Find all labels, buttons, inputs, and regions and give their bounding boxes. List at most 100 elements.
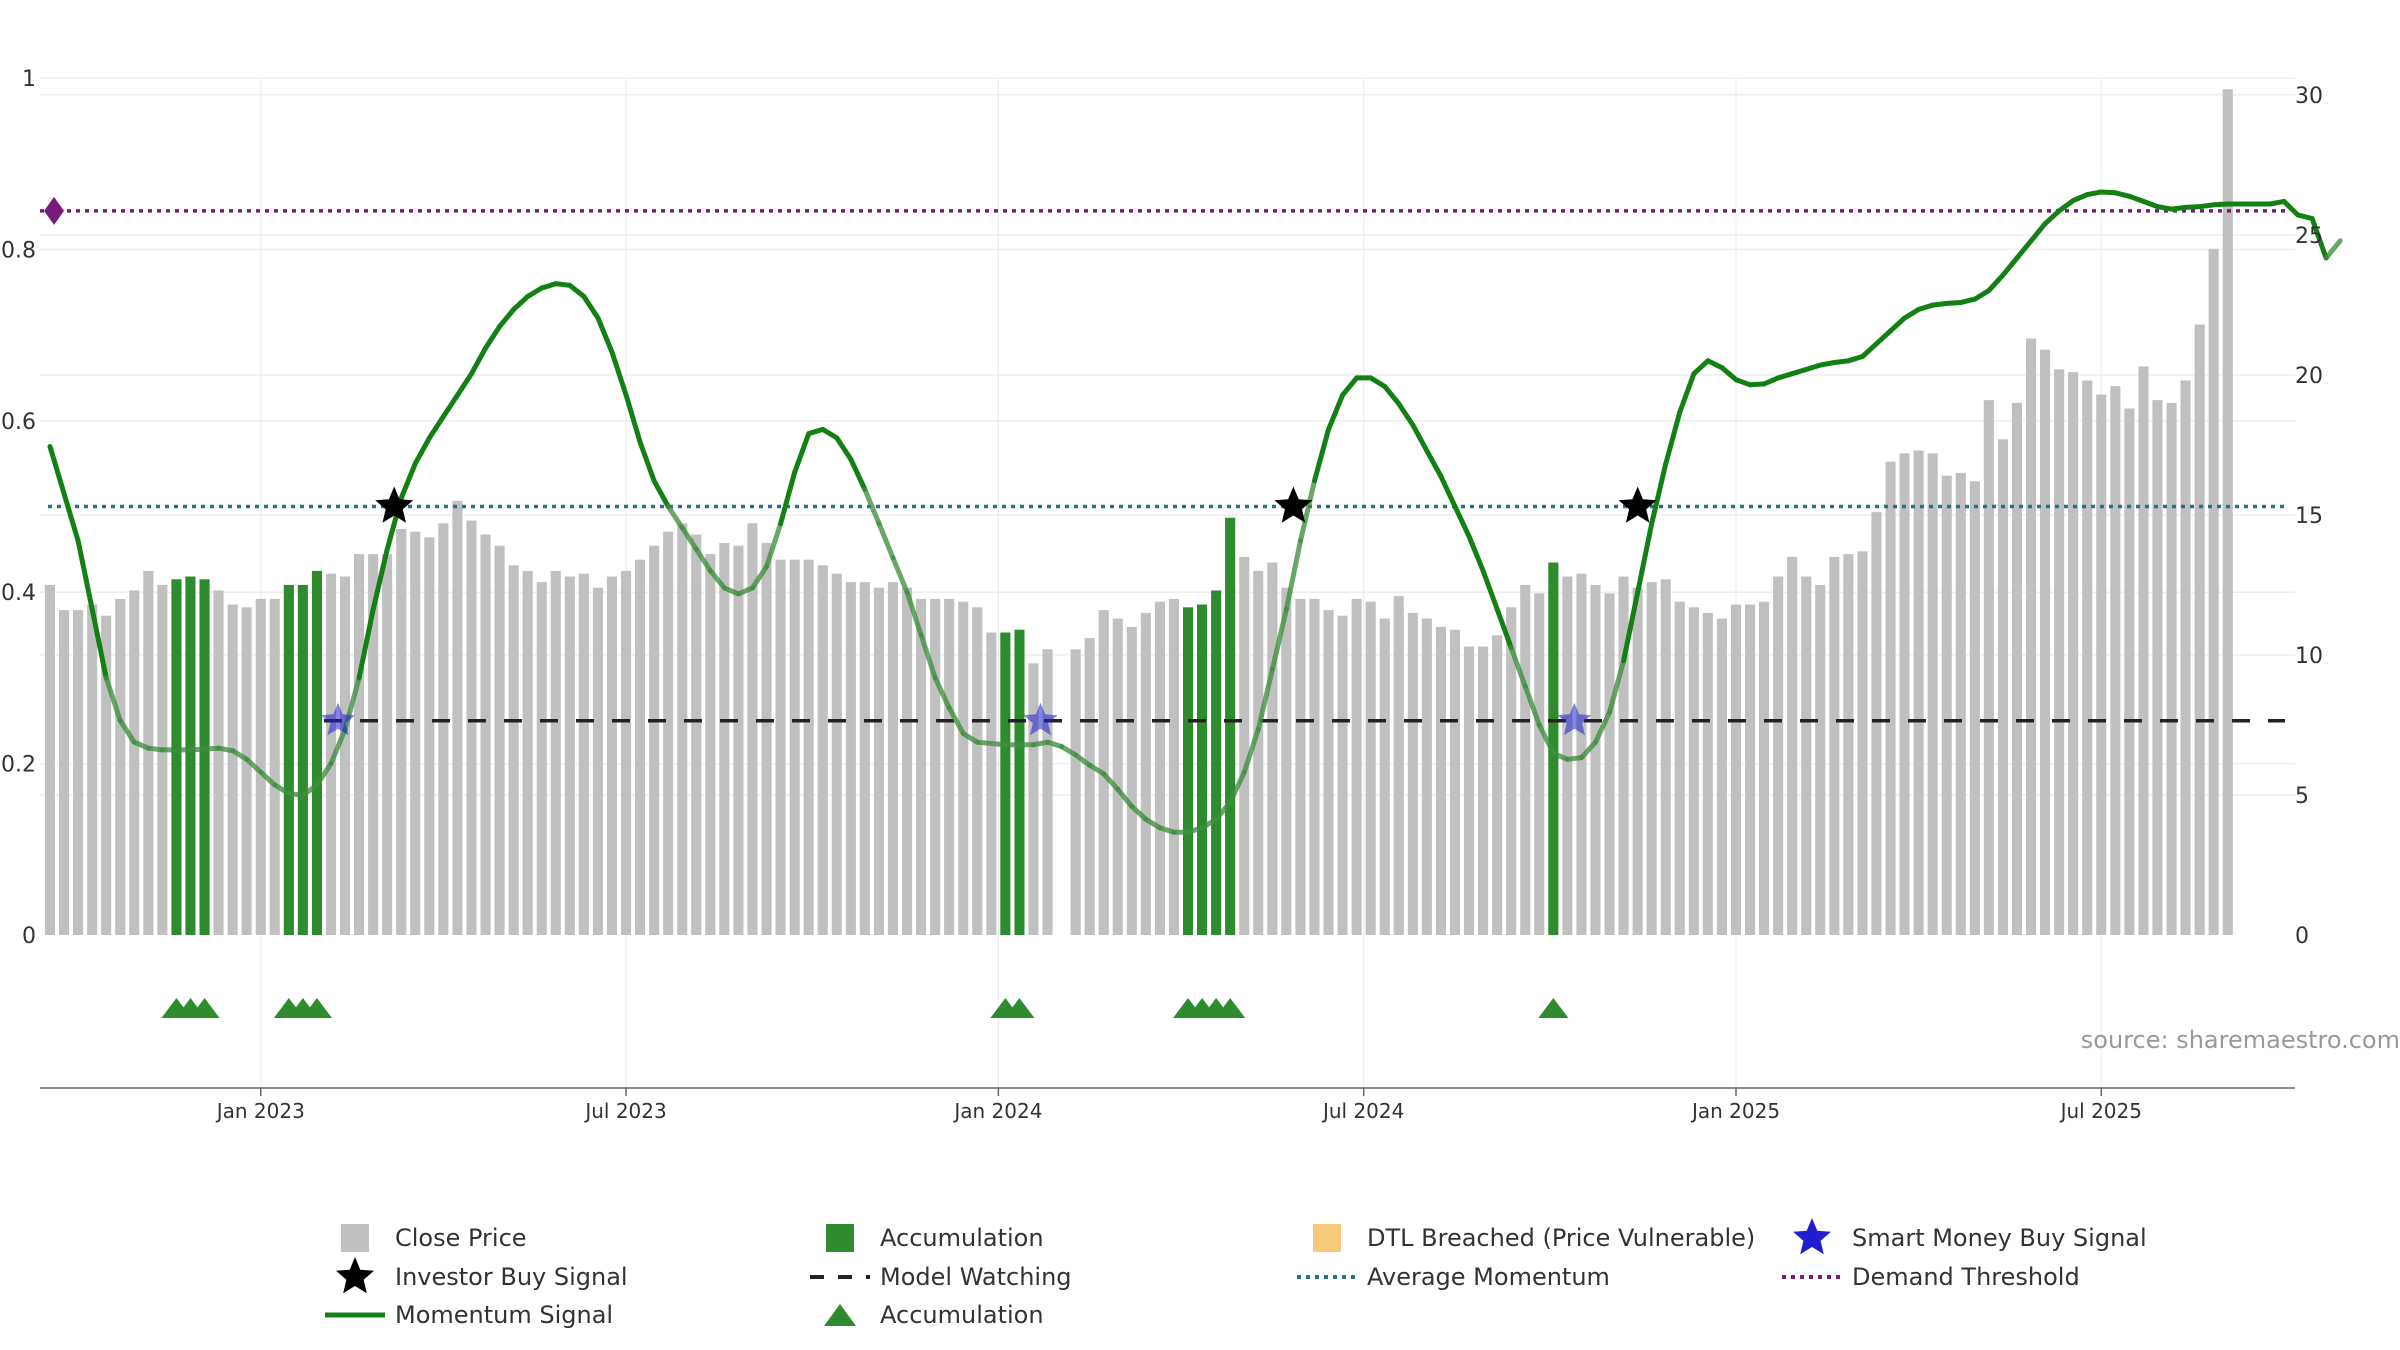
price-bar: [691, 534, 702, 935]
momentum-segment: [1410, 422, 1430, 454]
momentum-segment: [1874, 328, 1894, 347]
legend-swatch: [341, 1224, 369, 1252]
momentum-segment: [1115, 786, 1135, 809]
price-bar: [1941, 475, 1952, 935]
price-bar: [1871, 512, 1882, 935]
right-tick-label: 20: [2295, 364, 2323, 389]
price-bar: [550, 570, 561, 935]
momentum-segment: [862, 486, 882, 527]
demand-threshold-diamond: [44, 196, 65, 225]
price-bar: [1295, 598, 1306, 935]
legend-swatch: [826, 1224, 854, 1252]
price-bar: [1478, 646, 1489, 935]
price-bar: [1197, 604, 1208, 935]
x-tick-label: Jul 2024: [1321, 1099, 1404, 1123]
price-bar: [930, 598, 941, 935]
price-bar: [606, 576, 617, 935]
price-bar: [1492, 635, 1503, 935]
momentum-segment: [47, 444, 81, 544]
price-bar: [452, 500, 463, 935]
price-bar: [101, 615, 112, 935]
price-bar: [1014, 629, 1025, 935]
momentum-segment: [707, 568, 727, 591]
momentum-segment: [1860, 341, 1879, 359]
price-bar: [1281, 587, 1292, 935]
legend-swatch: [1313, 1224, 1341, 1252]
smart-money-star: [1557, 702, 1592, 736]
momentum-segment: [778, 469, 798, 527]
momentum-segment: [103, 675, 123, 724]
price-bar: [1913, 450, 1924, 935]
momentum-segment: [651, 478, 671, 509]
legend-item-smart-money-buy-signal: Smart Money Buy Signal: [1793, 1218, 2147, 1255]
momentum-signal: [47, 189, 2343, 835]
price-bar: [171, 579, 182, 935]
momentum-segment: [595, 315, 615, 355]
signal-markers: [44, 196, 1657, 736]
price-bar: [494, 545, 505, 935]
price-bar: [1070, 649, 1081, 935]
momentum-segment: [1199, 816, 1219, 831]
right-tick-label: 25: [2295, 224, 2323, 249]
momentum-segment: [258, 769, 278, 788]
momentum-segment: [1340, 375, 1360, 398]
accumulation-triangle: [1215, 998, 1246, 1018]
price-bar: [2152, 400, 2163, 936]
price-bar: [354, 554, 365, 935]
legend-item-accumulation: Accumulation: [826, 1224, 1044, 1252]
left-tick-label: 0.4: [1, 581, 36, 606]
price-bar: [227, 604, 238, 935]
momentum-segment: [1298, 478, 1317, 544]
momentum-segment: [609, 349, 629, 398]
momentum-segment: [1621, 589, 1641, 664]
momentum-segment: [2281, 198, 2301, 218]
price-bar: [972, 607, 983, 935]
momentum-segment: [1888, 315, 1908, 334]
price-bar: [1590, 584, 1601, 935]
right-tick-label: 30: [2295, 84, 2323, 109]
momentum-segment: [469, 345, 489, 377]
price-bar: [1969, 481, 1980, 935]
momentum-segment: [567, 282, 587, 299]
x-tick-label: Jan 2024: [952, 1099, 1042, 1123]
momentum-segment: [623, 392, 643, 445]
momentum-segment: [2028, 221, 2048, 244]
momentum-segment: [1480, 568, 1500, 612]
price-bar: [2040, 349, 2051, 935]
momentum-segment: [792, 431, 812, 475]
momentum-segment: [483, 324, 503, 351]
left-tick-label: 0.6: [1, 410, 36, 435]
momentum-segment: [89, 606, 109, 681]
momentum-segment: [1326, 392, 1346, 432]
price-bar: [2068, 372, 2079, 936]
price-bar: [1534, 593, 1545, 935]
price-bar: [1407, 612, 1418, 935]
momentum-segment: [1550, 750, 1570, 762]
momentum-segment: [1396, 401, 1416, 428]
accumulation-triangle: [189, 998, 220, 1018]
momentum-segment: [511, 294, 531, 312]
legend-label: Smart Money Buy Signal: [1852, 1224, 2147, 1252]
price-bar: [129, 590, 140, 935]
legend-label: Momentum Signal: [395, 1301, 613, 1329]
price-bar: [368, 554, 379, 935]
momentum-segment: [1593, 709, 1613, 745]
price-bar: [902, 587, 913, 935]
momentum-segment: [848, 456, 868, 492]
legend-star-icon: [336, 1257, 374, 1294]
momentum-segment: [1424, 448, 1444, 479]
momentum-segment: [244, 756, 264, 775]
price-bar: [1646, 582, 1657, 935]
price-bar: [1337, 615, 1348, 935]
price-bar: [508, 565, 519, 935]
price-bar: [1927, 453, 1938, 935]
price-bar: [1674, 601, 1685, 935]
momentum-segment: [497, 306, 517, 329]
price-bar: [1211, 590, 1222, 935]
price-bar: [1562, 576, 1573, 935]
momentum-segment: [1466, 534, 1486, 574]
momentum-segment: [75, 538, 95, 612]
price-bar: [297, 584, 308, 935]
price-bar: [2166, 402, 2177, 935]
legend-label: Demand Threshold: [1852, 1263, 2080, 1291]
